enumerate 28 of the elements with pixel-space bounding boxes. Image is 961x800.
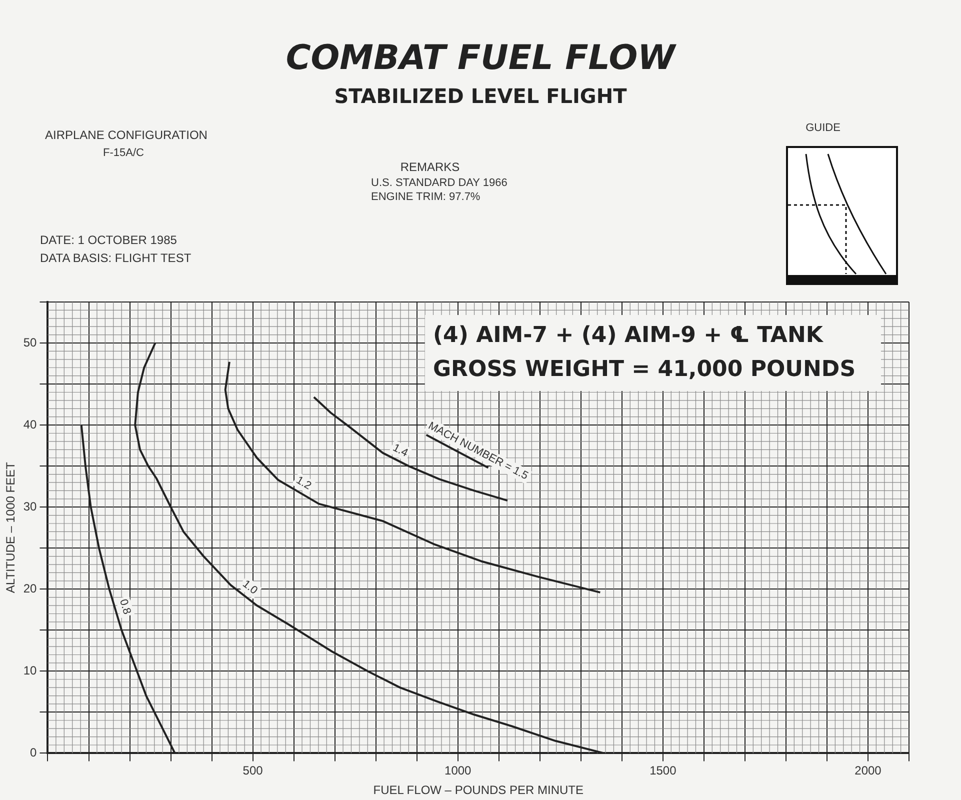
y-tick-label: 0 [30, 746, 38, 760]
x-tick-label: 500 [242, 764, 264, 778]
y-tick-label: 40 [23, 417, 38, 432]
text: 1.2 [294, 474, 314, 492]
y-tick-label: 50 [23, 335, 38, 350]
text: F-15A/C [103, 147, 144, 159]
text: 1.4 [390, 442, 410, 460]
y-tick-label: 10 [23, 663, 38, 678]
x-tick-label: 2000 [854, 764, 882, 778]
text: ENGINE TRIM: 97.7% [371, 191, 480, 203]
x-tick-label: 1000 [444, 764, 472, 778]
text: GUIDE [806, 122, 840, 134]
x-axis-title: FUEL FLOW – POUNDS PER MINUTE [373, 783, 584, 798]
x-tick-label: 1500 [650, 764, 677, 778]
y-tick-label: 30 [23, 499, 38, 514]
annotation: (4) AIM-7 + (4) AIM-9 + ℄ TANK [433, 322, 824, 350]
text: DATA BASIS: FLIGHT TEST [40, 251, 192, 265]
chart-subtitle: STABILIZED LEVEL FLIGHT [333, 84, 628, 108]
annotation: GROSS WEIGHT = 41,000 POUNDS [433, 356, 857, 384]
text: REMARKS [400, 160, 460, 174]
y-tick-label: 20 [23, 581, 38, 596]
text: DATE: 1 OCTOBER 1985 [40, 233, 177, 247]
text: AIRPLANE CONFIGURATION [45, 128, 208, 142]
y-axis-title: ALTITUDE – 1000 FEET [4, 461, 18, 594]
text: U.S. STANDARD DAY 1966 [371, 177, 508, 189]
chart-title: COMBAT FUEL FLOW [284, 38, 678, 78]
text: 0.8 [117, 598, 133, 616]
text: 1.0 [240, 578, 260, 597]
